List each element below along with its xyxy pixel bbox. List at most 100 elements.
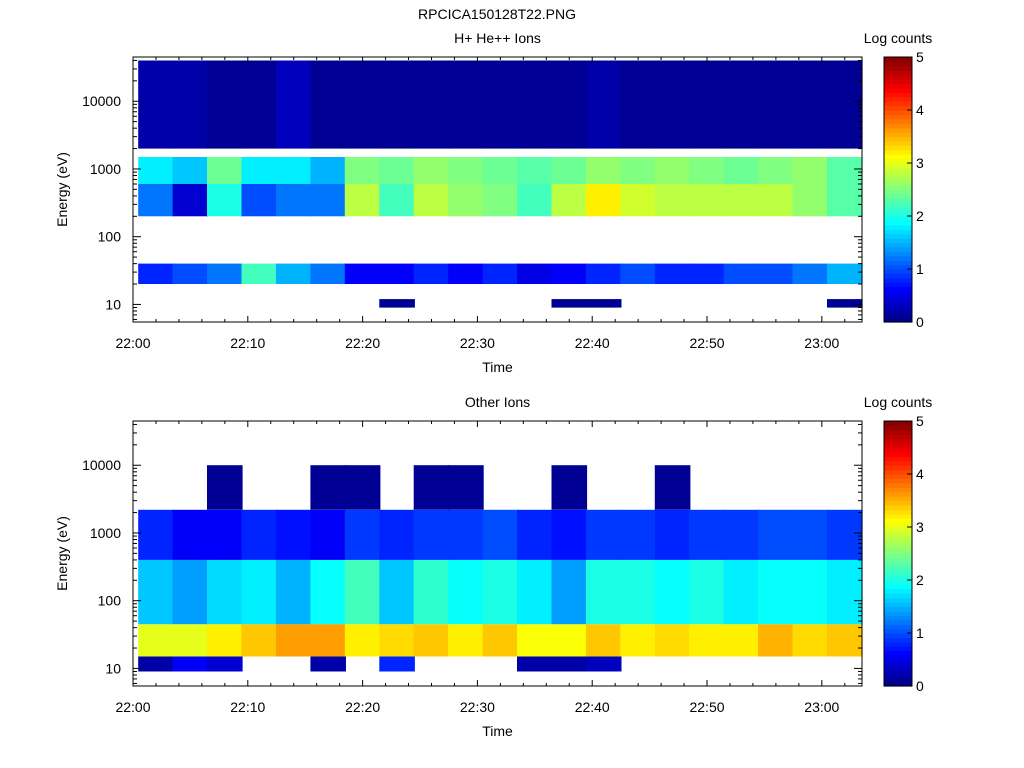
colorbar-tick-label: 0 — [916, 314, 924, 330]
colorbar-segment — [884, 282, 912, 288]
heatmap-cell — [792, 60, 829, 149]
heatmap-cell — [517, 184, 553, 217]
heatmap-cell — [482, 559, 519, 625]
colorbar-segment — [884, 672, 912, 678]
panels: 22:00 22:10 22:20 22:30 22:40 22:50 23:0010100… — [54, 30, 932, 739]
colorbar-segment — [884, 140, 912, 146]
colorbar-segment — [884, 677, 912, 683]
colorbar-segment — [884, 571, 912, 577]
heatmap-cell — [241, 263, 278, 284]
colorbar-segment — [884, 487, 912, 493]
colorbar-segment — [884, 641, 912, 647]
colorbar-segment — [884, 158, 912, 164]
heatmap-cell — [207, 263, 243, 284]
colorbar-segment — [884, 513, 912, 519]
x-tick-label: 22:40 — [575, 699, 610, 715]
heatmap-cell — [654, 624, 691, 657]
colorbar-tick-label: 0 — [916, 678, 924, 694]
colorbar-segment — [884, 429, 912, 435]
heatmap-cell — [310, 184, 346, 217]
heatmap-cell — [275, 184, 312, 217]
colorbar-segment — [884, 580, 912, 586]
heatmap-cell — [448, 465, 484, 510]
colorbar-segment — [884, 273, 912, 279]
heatmap-cell — [620, 509, 656, 560]
heatmap-cell — [792, 184, 829, 217]
heatmap-cell — [241, 60, 278, 149]
heatmap-cell — [689, 624, 725, 657]
heatmap-cell — [413, 184, 450, 217]
heatmap-cell — [207, 509, 243, 560]
heatmap-cell — [172, 624, 209, 657]
colorbar-segment — [884, 518, 912, 524]
heatmap-cell — [379, 184, 415, 217]
colorbar-segment — [884, 154, 912, 160]
colorbar-tick-label: 5 — [916, 413, 924, 429]
heatmap-cell — [620, 157, 656, 184]
heatmap-cell — [758, 60, 794, 149]
heatmap-cell — [310, 157, 346, 184]
heatmap-cell — [344, 263, 381, 284]
heatmap-cell — [654, 157, 691, 184]
colorbar-segment — [884, 132, 912, 138]
heatmap-cell — [827, 157, 863, 184]
heatmap-cell — [448, 559, 484, 625]
panel-title: H+ He++ Ions — [454, 30, 541, 46]
heatmap-cell — [413, 624, 450, 657]
heatmap-cell — [172, 60, 209, 149]
colorbar-segment — [884, 637, 912, 643]
heatmap-cell — [482, 624, 519, 657]
colorbar-segment — [884, 118, 912, 124]
colorbar-segment — [884, 438, 912, 444]
colorbar-segment — [884, 286, 912, 292]
colorbar-segment — [884, 496, 912, 502]
colorbar-segment — [884, 557, 912, 563]
heatmap-cell — [654, 60, 691, 149]
colorbar-segment — [884, 549, 912, 555]
y-tick-label: 10000 — [82, 93, 121, 109]
heatmap-cell — [551, 656, 588, 672]
y-tick-label: 1000 — [90, 161, 121, 177]
heatmap-cell — [172, 263, 209, 284]
heatmap-cell — [620, 60, 656, 149]
colorbar-segment — [884, 527, 912, 533]
colorbar-segment — [884, 460, 912, 466]
heatmap-cell — [551, 465, 588, 510]
heatmap-cell — [207, 60, 243, 149]
heatmap-cell — [241, 509, 278, 560]
heatmap-cell — [207, 656, 243, 672]
heatmap-cell — [517, 263, 553, 284]
colorbar-tick-label: 2 — [916, 572, 924, 588]
heatmap-cell — [827, 184, 863, 217]
heatmap-cell — [138, 60, 174, 149]
heatmap-cell — [551, 184, 588, 217]
x-tick-label: 22:20 — [345, 699, 380, 715]
heatmap-cell — [723, 559, 760, 625]
colorbar-segment — [884, 57, 912, 63]
heatmap-cell — [792, 624, 829, 657]
panel-1: 22:00 22:10 22:20 22:30 22:40 22:50 23:0010100… — [54, 30, 932, 375]
heatmap-cell — [207, 157, 243, 184]
colorbar-segment — [884, 566, 912, 572]
heatmap-cell — [827, 263, 863, 284]
colorbar-tick-label: 1 — [916, 625, 924, 641]
colorbar-segment — [884, 211, 912, 217]
heatmap-cell — [585, 60, 622, 149]
colorbar-segment — [884, 96, 912, 102]
x-tick-label: 22:00 — [115, 699, 150, 715]
colorbar-segment — [884, 443, 912, 449]
colorbar-segment — [884, 269, 912, 275]
heatmap-cell — [792, 509, 829, 560]
colorbar-segment — [884, 167, 912, 173]
heatmap-cell — [792, 157, 829, 184]
heatmap-cell — [758, 263, 794, 284]
colorbar-segment — [884, 633, 912, 639]
colorbar-segment — [884, 171, 912, 177]
colorbar-segment — [884, 79, 912, 85]
heatmap-cell — [379, 263, 415, 284]
heatmap-cell — [172, 509, 209, 560]
y-tick-label: 10 — [105, 660, 121, 676]
colorbar-tick-label: 3 — [916, 519, 924, 535]
heatmap-cell — [138, 624, 174, 657]
heatmap-cell — [654, 509, 691, 560]
